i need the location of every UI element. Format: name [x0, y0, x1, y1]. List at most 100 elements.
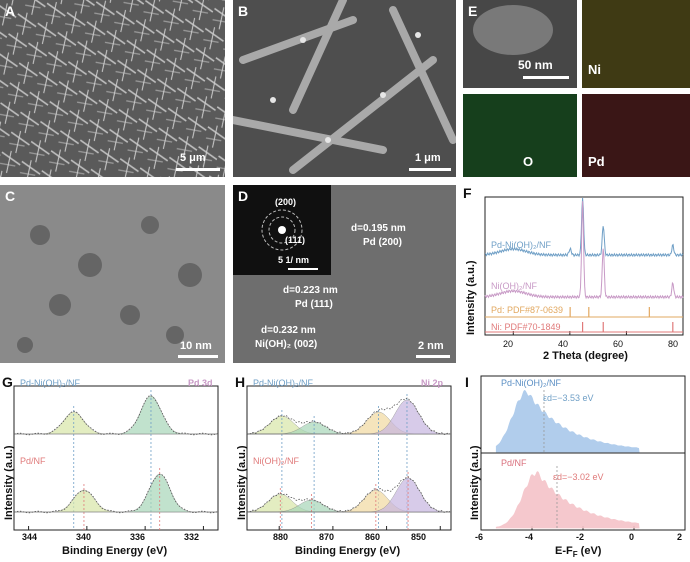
dband-label-i-1: εd=−3.02 eV [553, 472, 604, 482]
legend-f-2: Pd: PDF#87-0639 [491, 305, 564, 315]
plot-frame-svgG [13, 385, 219, 531]
fit-component-svgG-0-1 [14, 395, 218, 435]
tick-h-1: 870 [319, 532, 335, 542]
saed-scale-label: 5 1/ nm [278, 255, 310, 265]
panel-label-c: C [5, 188, 16, 204]
scale-bar-label-e: 50 nm [518, 58, 553, 72]
legend-g-1: Pd/NF [20, 456, 46, 466]
panel-label-a: A [5, 3, 16, 19]
tem-texture-c [0, 185, 225, 363]
legend-f-3: Ni: PDF#70-1849 [491, 322, 561, 332]
fit-component-svgG-1-0 [14, 489, 218, 513]
xlabel-h: Binding Energy (eV) [295, 545, 401, 557]
sem-image-b: B 1 μm [233, 0, 456, 177]
title-h: Ni 2p [421, 378, 444, 388]
xrd-series-1 [484, 201, 684, 300]
scale-bar-a [176, 168, 220, 171]
hrtem-image-d: (200) (111) 5 1/ nm D d=0.195 nm Pd (200… [233, 185, 456, 363]
ylabel-f: Intensity (a.u.) [465, 260, 477, 335]
legend-f-1: Ni(OH)₂/NF [491, 281, 537, 291]
fit-component-svgG-1-1 [14, 473, 218, 513]
ylabel-i: Intensity (a.u.) [469, 445, 481, 520]
tem-image-c: C 10 nm [0, 185, 225, 363]
panel-label-g: G [2, 374, 13, 390]
plane-label-1: Pd (200) [363, 237, 402, 248]
panel-label-e: E [468, 3, 478, 19]
saed-scale-bar [288, 268, 318, 270]
xps-pd3d-chart [13, 385, 219, 531]
xlabel-i-unit: (eV) [577, 545, 602, 557]
legend-i-0: Pd-Ni(OH)₂/NF [501, 378, 561, 388]
eds-map-image: E 50 nm [463, 0, 577, 88]
legend-i-1: Pd/NF [501, 458, 527, 468]
tick-f-0: 20 [503, 339, 514, 349]
scale-bar-e [523, 76, 569, 79]
xrd-panel-f: F Pd-Ni(OH)₂/NF Ni(OH)₂/NF Pd: PDF#87-06… [463, 185, 690, 363]
plane-label-3: Ni(OH)₂ (002) [255, 339, 318, 350]
fit-component-svgG-0-0 [14, 411, 218, 435]
tick-i-0: -6 [475, 532, 484, 542]
legend-h-1: Ni(OH)₂/NF [253, 456, 299, 466]
panel-label-f: F [463, 185, 472, 201]
element-label-pd: Pd [588, 154, 605, 169]
tick-i-3: 0 [629, 532, 635, 542]
plot-frame-svgH [246, 385, 452, 531]
scale-bar-d [416, 355, 450, 358]
tick-g-1: 340 [76, 532, 92, 542]
dos-chart [480, 375, 686, 531]
tick-f-2: 60 [613, 339, 624, 349]
saed-ring-111: (111) [285, 235, 306, 245]
scale-bar-label-a: 5 μm [180, 152, 206, 164]
haadf-texture [463, 0, 577, 88]
sem-texture-a [0, 0, 225, 177]
xps-panel-h: H Pd-Ni(OH)₂/NF Ni(OH)₂/NF Ni 2p 880 870… [233, 372, 456, 562]
envelope-svgG-1 [13, 474, 219, 514]
sem-image-a: A 5 μm [0, 0, 225, 177]
scale-bar-c [178, 355, 218, 358]
xlabel-i: E-FF (eV) [555, 545, 601, 559]
dos-area-1 [495, 471, 640, 529]
xlabel-i-sub: F [572, 550, 578, 560]
panel-label-d: D [238, 188, 249, 204]
element-label-o: O [523, 154, 534, 169]
tick-f-3: 80 [668, 339, 679, 349]
plane-label-2: Pd (111) [295, 299, 333, 310]
saed-ring-200: (200) [275, 197, 297, 207]
eds-map-pd: Pd [582, 94, 690, 177]
tick-h-0: 880 [273, 532, 289, 542]
tick-i-4: 2 [677, 532, 683, 542]
tick-g-0: 344 [22, 532, 38, 542]
tick-i-2: -2 [576, 532, 585, 542]
legend-h-0: Pd-Ni(OH)₂/NF [253, 378, 313, 388]
xps-panel-g: G Pd-Ni(OH)₂/NF Pd/NF Pd 3d 344 340 336 … [0, 372, 225, 562]
xlabel-i-main: E-F [555, 545, 573, 557]
tick-i-1: -4 [525, 532, 534, 542]
legend-f-0: Pd-Ni(OH)₂/NF [491, 240, 551, 250]
panel-label-i: I [465, 374, 469, 390]
sem-texture-b [233, 0, 456, 177]
scale-bar-label-b: 1 μm [415, 152, 441, 164]
saed-pattern [261, 209, 303, 251]
scale-bar-label-d: 2 nm [418, 340, 444, 352]
ylabel-g: Intensity (a.u.) [3, 445, 15, 520]
d-spacing-1: d=0.195 nm [351, 223, 406, 234]
eds-map-o: O [463, 94, 577, 177]
dos-panel-i: I Pd-Ni(OH)₂/NF Pd/NF εd=−3.53 eV εd=−3.… [463, 372, 690, 562]
element-label-ni: Ni [588, 62, 601, 77]
scale-bar-label-c: 10 nm [180, 340, 212, 352]
xps-ni2p-chart [246, 385, 452, 531]
ylabel-h: Intensity (a.u.) [236, 445, 248, 520]
envelope-svgH-1 [246, 476, 451, 513]
tick-h-2: 860 [365, 532, 381, 542]
xrd-series-0 [484, 197, 684, 258]
panel-label-b: B [238, 3, 249, 19]
dband-label-i-0: εd=−3.53 eV [543, 393, 594, 403]
legend-g-0: Pd-Ni(OH)₂/NF [20, 378, 80, 388]
envelope-svgG-0 [13, 395, 219, 436]
title-g: Pd 3d [188, 378, 213, 388]
eds-map-ni: Ni [582, 0, 690, 88]
plot-frame-f [484, 196, 684, 336]
d-spacing-2: d=0.223 nm [283, 285, 338, 296]
d-spacing-3: d=0.232 nm [261, 325, 316, 336]
panel-label-h: H [235, 374, 246, 390]
